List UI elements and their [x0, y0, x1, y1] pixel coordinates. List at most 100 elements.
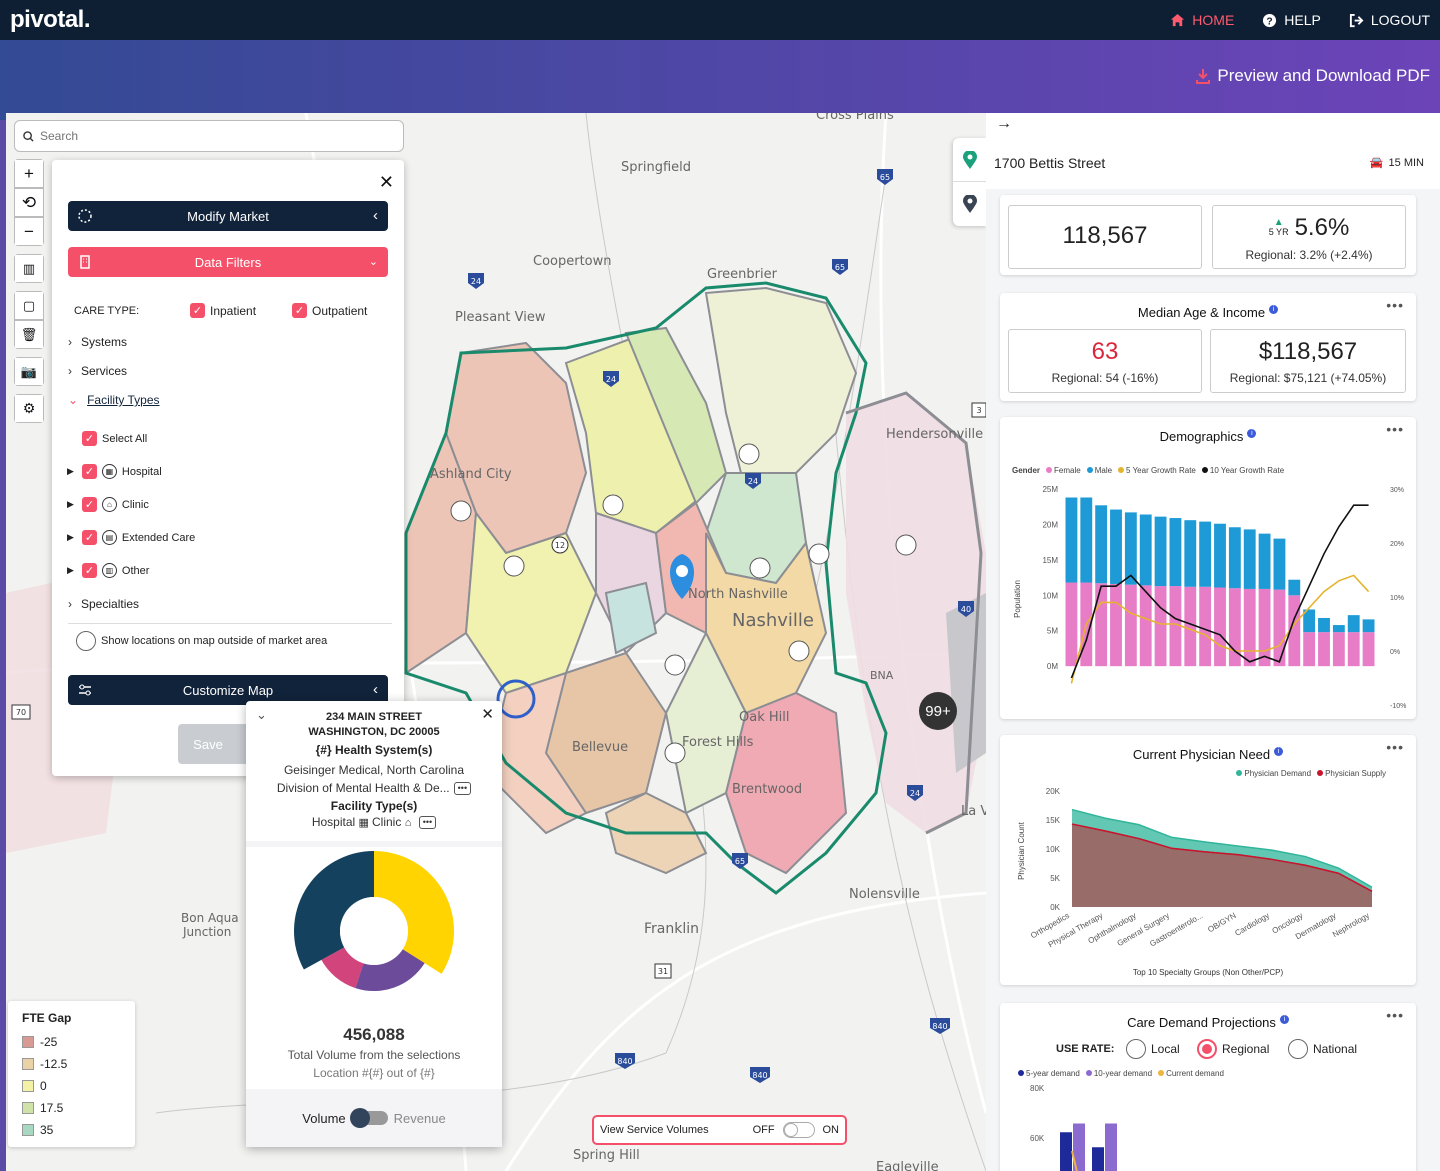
health-systems-line1: Geisinger Medical, North Carolina	[283, 763, 465, 777]
more-options-button[interactable]: •••	[1386, 421, 1404, 437]
show-locations-toggle[interactable]	[76, 631, 96, 651]
growth-stat: ▲ 5 YR 5.6% Regional: 3.2% (+2.4%)	[1212, 205, 1406, 269]
facility-marker[interactable]	[749, 557, 771, 579]
inpatient-label: Inpatient	[210, 303, 257, 318]
reset-view-button[interactable]: ⟲	[14, 188, 44, 217]
data-filters-label: Data Filters	[194, 254, 262, 270]
drive-time: 🚘 15 MIN	[1370, 156, 1424, 170]
chevron-down-icon[interactable]: ⌄	[256, 707, 267, 722]
x-axis-label: Top 10 Specialty Groups (Non Other/PCP)	[1133, 968, 1284, 977]
map-view[interactable]: Cross Plains Springfield Coopertown Gree…	[6, 113, 986, 1171]
home-icon	[1171, 13, 1185, 26]
pin-tab[interactable]	[953, 182, 987, 226]
marker-cluster[interactable]: 99+	[919, 692, 957, 730]
more-facility-types-button[interactable]: •••	[418, 816, 437, 830]
popup-divider	[246, 841, 502, 847]
highway-shield-840a: 840	[930, 1018, 950, 1034]
hospital-checkbox[interactable]: ✓	[81, 464, 97, 479]
map-canvas[interactable]: Cross Plains Springfield Coopertown Gree…	[6, 113, 986, 1171]
draw-polygon-button[interactable]: ▢	[14, 291, 44, 320]
collapse-panel-button[interactable]: →	[996, 115, 1012, 133]
delete-button[interactable]: 🗑	[14, 320, 44, 349]
facility-types-expander[interactable]: ⌄ Facility Types	[68, 393, 160, 407]
facility-row-extended-care: ▶ ✓ ▤ Extended Care	[67, 530, 195, 545]
info-icon[interactable]: i	[1279, 1015, 1289, 1024]
map-layers-button[interactable]: ▥	[14, 254, 44, 283]
data-filters-button[interactable]: Data Filters ⌄	[68, 247, 388, 277]
svg-text:24: 24	[471, 277, 481, 286]
facility-marker[interactable]	[664, 654, 686, 676]
caret-right-icon[interactable]: ▶	[67, 499, 74, 509]
zoom-in-button[interactable]: +	[14, 159, 44, 188]
caret-right-icon[interactable]: ▶	[67, 565, 74, 575]
customize-map-button[interactable]: Customize Map ‹	[68, 675, 388, 705]
facility-row-clinic: ▶ ✓ ⌂ Clinic	[67, 497, 149, 512]
facility-marker[interactable]	[664, 742, 686, 764]
female-bar	[1347, 632, 1360, 667]
more-systems-button[interactable]: •••	[453, 782, 472, 796]
systems-expander[interactable]: › Systems	[68, 335, 127, 349]
facility-marker[interactable]	[738, 443, 760, 465]
female-bar	[1228, 588, 1241, 667]
clinic-checkbox[interactable]: ✓	[81, 497, 97, 512]
close-popup-button[interactable]: ✕	[481, 705, 494, 723]
selected-location-ring[interactable]	[496, 679, 536, 719]
brand-logo[interactable]: pivotal.	[10, 6, 91, 33]
more-options-button[interactable]: •••	[1386, 1007, 1404, 1023]
zoom-out-button[interactable]: −	[14, 217, 44, 246]
volume-revenue-toggle[interactable]	[349, 1108, 388, 1128]
info-icon[interactable]: i	[1247, 429, 1257, 438]
use-rate-local-radio[interactable]	[1126, 1039, 1146, 1059]
facility-marker[interactable]	[450, 500, 472, 522]
map-label-oak-hill: Oak Hill	[739, 710, 789, 725]
screenshot-button[interactable]: 📷	[14, 357, 44, 386]
settings-button[interactable]: ⚙	[14, 394, 44, 423]
facility-marker[interactable]	[808, 543, 830, 565]
facility-marker[interactable]	[503, 555, 525, 577]
more-options-button[interactable]: •••	[1386, 297, 1404, 313]
search-input[interactable]	[40, 129, 395, 143]
use-rate-row: USE RATE: Local Regional National	[1056, 1039, 1357, 1059]
volume-donut-chart[interactable]	[246, 851, 502, 1031]
y-tick-label: 25M	[1042, 485, 1058, 494]
facility-marker[interactable]	[602, 494, 624, 516]
demographics-chart[interactable]: 25M 20M 15M 10M 5M 0M 30% 20% 10% 0% -10% Populatio…	[1000, 479, 1416, 709]
more-options-button[interactable]: •••	[1386, 739, 1404, 755]
info-icon[interactable]: i	[1274, 747, 1284, 756]
other-checkbox[interactable]: ✓	[81, 563, 97, 578]
pin-tab-active[interactable]	[953, 138, 987, 182]
download-icon	[1196, 69, 1211, 84]
systems-label: Systems	[81, 335, 128, 349]
pdf-download-button[interactable]: Preview and Download PDF	[1195, 66, 1430, 86]
select-all-checkbox[interactable]: ✓	[82, 431, 97, 446]
map-label-junction: Junction	[182, 925, 231, 939]
location-pin-icon[interactable]	[670, 554, 694, 599]
extended-care-checkbox[interactable]: ✓	[81, 530, 97, 545]
use-rate-national-radio[interactable]	[1288, 1039, 1308, 1059]
care-type-label: CARE TYPE:	[74, 304, 140, 317]
inpatient-checkbox[interactable]: ✓	[190, 303, 205, 318]
facility-marker[interactable]	[895, 534, 917, 556]
nav-help[interactable]: ? HELP	[1262, 12, 1321, 28]
modify-market-button[interactable]: Modify Market ‹	[68, 201, 388, 231]
caret-right-icon[interactable]: ▶	[67, 532, 74, 542]
outpatient-checkbox[interactable]: ✓	[292, 303, 307, 318]
specialties-expander[interactable]: › Specialties	[68, 597, 139, 611]
nav-home[interactable]: HOME	[1170, 12, 1234, 28]
facility-marker[interactable]	[788, 640, 810, 662]
male-bar	[1332, 625, 1345, 633]
close-panel-button[interactable]: ✕	[379, 172, 394, 193]
legend-label: -12.5	[40, 1057, 68, 1071]
services-expander[interactable]: › Services	[68, 364, 127, 378]
map-label-springfield: Springfield	[621, 160, 691, 175]
caret-right-icon[interactable]: ▶	[67, 466, 74, 476]
nav-logout[interactable]: LOGOUT	[1349, 12, 1430, 28]
service-volumes-toggle[interactable]	[782, 1122, 815, 1138]
search-box[interactable]	[14, 120, 404, 152]
supply-line	[1071, 823, 1373, 893]
care-demand-chart[interactable]: 80K 60K	[1000, 1081, 1416, 1171]
use-rate-regional-radio[interactable]	[1197, 1039, 1217, 1059]
male-bar	[1110, 509, 1122, 584]
info-icon[interactable]: i	[1269, 305, 1279, 314]
